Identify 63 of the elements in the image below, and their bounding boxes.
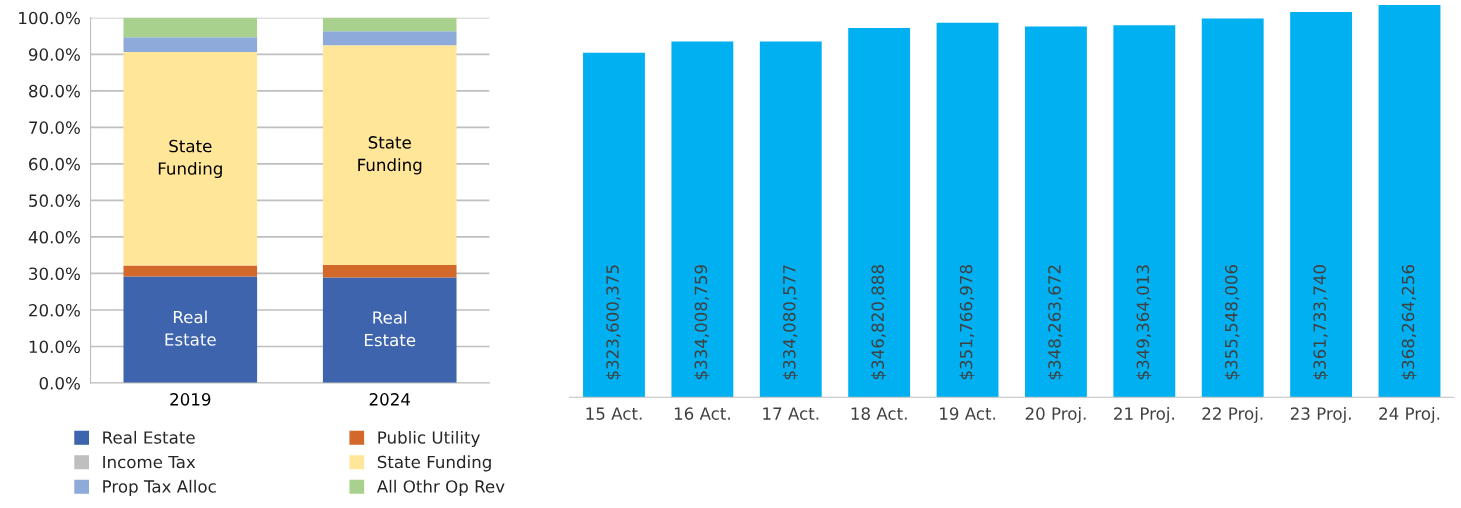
- bar: [1025, 26, 1087, 398]
- legend-label: State Funding: [377, 455, 491, 472]
- x-tick-label: 2024: [369, 393, 410, 406]
- legend-label: Income Tax: [103, 455, 196, 469]
- bar: [322, 277, 457, 384]
- y-tick-label: 50.0%: [29, 194, 80, 207]
- x-tick-label: 2019: [170, 393, 211, 406]
- bar: [583, 52, 645, 398]
- bar: [759, 41, 822, 398]
- legend-label: Real Estate: [103, 430, 195, 444]
- bar: [671, 41, 734, 398]
- legend-label: All Othr Op Rev: [376, 479, 505, 496]
- data-label: $348,263,672: [1047, 265, 1063, 380]
- data-label: Real Estate: [165, 310, 216, 346]
- bar: [322, 17, 457, 32]
- y-tick-label: 30.0%: [29, 267, 80, 281]
- bar: [1290, 12, 1353, 398]
- x-tick-label: 20 Proj.: [1025, 406, 1086, 424]
- bar: [123, 37, 258, 53]
- data-label: $355,548,006: [1224, 265, 1240, 380]
- bar: [1201, 18, 1264, 398]
- bar: [123, 265, 258, 277]
- bar: [1378, 5, 1441, 398]
- data-label: $334,008,759: [694, 265, 710, 380]
- data-label: $351,766,978: [959, 265, 975, 380]
- y-tick-label: 80.0%: [29, 84, 80, 98]
- bar: [936, 22, 999, 398]
- y-tick-label: 100.0%: [19, 11, 80, 25]
- bar: [848, 27, 911, 398]
- data-label: Real Estate: [364, 310, 416, 347]
- bar: [123, 276, 258, 384]
- y-tick-label: 40.0%: [28, 230, 80, 244]
- y-tick-label: 70.0%: [29, 121, 80, 134]
- x-tick-label: 22 Proj.: [1202, 406, 1263, 424]
- legend-label: Public Utility: [378, 430, 480, 448]
- data-label: State Funding: [158, 139, 222, 179]
- data-label: $368,264,256: [1401, 265, 1417, 380]
- bar: [123, 52, 258, 266]
- x-tick-label: 15 Act.: [586, 407, 642, 420]
- y-tick-label: 20.0%: [29, 303, 80, 317]
- data-label: $346,820,888: [871, 265, 887, 380]
- bar: [1113, 25, 1176, 398]
- bar: [322, 45, 457, 266]
- x-tick-label: 16 Act.: [674, 407, 730, 420]
- x-tick-label: 18 Act.: [851, 407, 907, 420]
- y-tick-label: 90.0%: [28, 48, 80, 61]
- data-label: $334,080,577: [782, 265, 798, 380]
- legend-label: Prop Tax Alloc: [103, 479, 216, 496]
- x-tick-label: 24 Proj.: [1379, 406, 1440, 424]
- y-tick-label: 0.0%: [39, 376, 80, 390]
- data-label: $323,600,375: [605, 265, 622, 380]
- x-tick-label: 21 Proj.: [1114, 406, 1174, 424]
- bar: [322, 31, 457, 46]
- x-tick-label: 17 Act.: [763, 407, 819, 420]
- y-tick-label: 10.0%: [29, 340, 80, 354]
- data-label: $361,733,740: [1313, 265, 1329, 380]
- data-label: State Funding: [358, 136, 422, 175]
- y-tick-label: 60.0%: [29, 157, 80, 171]
- x-tick-label: 23 Proj.: [1290, 406, 1351, 424]
- data-label: $349,364,013: [1136, 265, 1152, 380]
- bar: [322, 265, 457, 278]
- x-tick-label: 19 Act.: [940, 407, 996, 420]
- bar: [123, 17, 258, 38]
